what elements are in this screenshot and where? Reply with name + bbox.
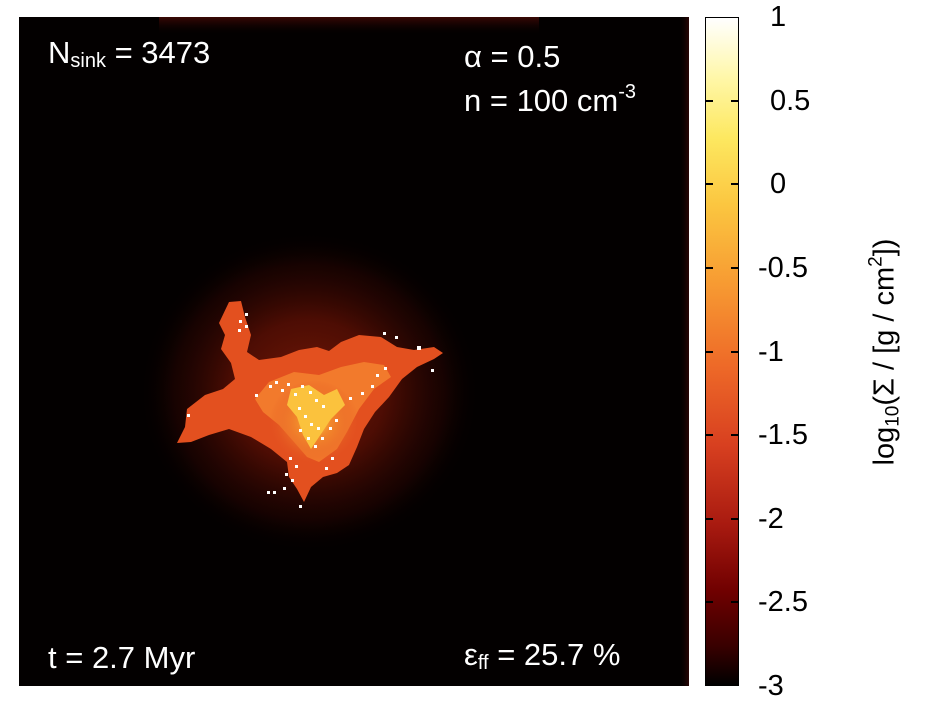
colorbar-tick-label: -0.5 xyxy=(758,251,808,284)
colorbar-tick-mark xyxy=(731,517,739,520)
cloud-hot-spine xyxy=(287,385,345,449)
sink-particles xyxy=(187,313,434,508)
colorbar-tick-mark xyxy=(705,434,713,437)
colorbar-tick-label: 0.5 xyxy=(770,84,811,117)
colorbar-tick-mark xyxy=(705,601,713,604)
colorbar-tick-mark xyxy=(731,601,739,604)
alpha-label: α = 0.5 xyxy=(464,39,561,74)
efficiency-value: = 25.7 % xyxy=(488,637,621,672)
sink-count-symbol: N xyxy=(48,35,71,70)
colorbar-title-exponent: 2 xyxy=(865,256,887,267)
density-label: n = 100 cm-3 xyxy=(464,82,636,118)
colorbar-tick-mark xyxy=(731,99,739,102)
density-exponent: -3 xyxy=(618,81,637,103)
colorbar-tick-label: -2 xyxy=(758,502,784,535)
sink-count-value: = 3473 xyxy=(105,35,211,70)
colorbar-title-quantity: (Σ / [g / cm xyxy=(868,266,901,406)
column-density-map: Nsink = 3473 α = 0.5 n = 100 cm-3 t = 2.… xyxy=(19,17,689,686)
colorbar-tick-label: -3 xyxy=(758,670,784,702)
colorbar-title-base: 10 xyxy=(882,405,904,427)
density-value: n = 100 cm xyxy=(464,83,619,118)
colorbar-tick-mark xyxy=(705,266,713,269)
time-label: t = 2.7 Myr xyxy=(48,640,196,675)
colorbar-tick-label: -2.5 xyxy=(758,586,808,619)
efficiency-subscript: ff xyxy=(477,652,489,674)
colorbar-tick-label: -1 xyxy=(758,335,784,368)
top-edge-glow xyxy=(159,17,539,35)
colorbar-tick-mark xyxy=(705,99,713,102)
colorbar-title: log10(Σ / [g / cm2]) xyxy=(866,238,904,466)
cloud-image xyxy=(19,17,689,686)
colorbar-tick-mark xyxy=(731,266,739,269)
colorbar-tick-mark xyxy=(705,183,713,186)
colorbar-tick-mark xyxy=(731,434,739,437)
colorbar-tick-label: 0 xyxy=(770,168,787,201)
colorbar-tick-label: 1 xyxy=(770,1,787,33)
colorbar-tick-mark xyxy=(705,517,713,520)
sink-count-subscript: sink xyxy=(70,50,106,72)
colorbar-tick-mark xyxy=(731,183,739,186)
colorbar-tick-mark xyxy=(731,350,739,353)
efficiency-symbol: ε xyxy=(464,637,478,672)
efficiency-label: εff = 25.7 % xyxy=(464,637,621,673)
colorbar-title-close: ]) xyxy=(868,238,901,257)
sink-count-label: Nsink = 3473 xyxy=(48,35,211,71)
colorbar-title-log: log xyxy=(868,426,901,466)
colorbar-tick-label: -1.5 xyxy=(758,419,808,452)
colorbar-tick-mark xyxy=(705,350,713,353)
right-edge-glow xyxy=(679,17,689,686)
